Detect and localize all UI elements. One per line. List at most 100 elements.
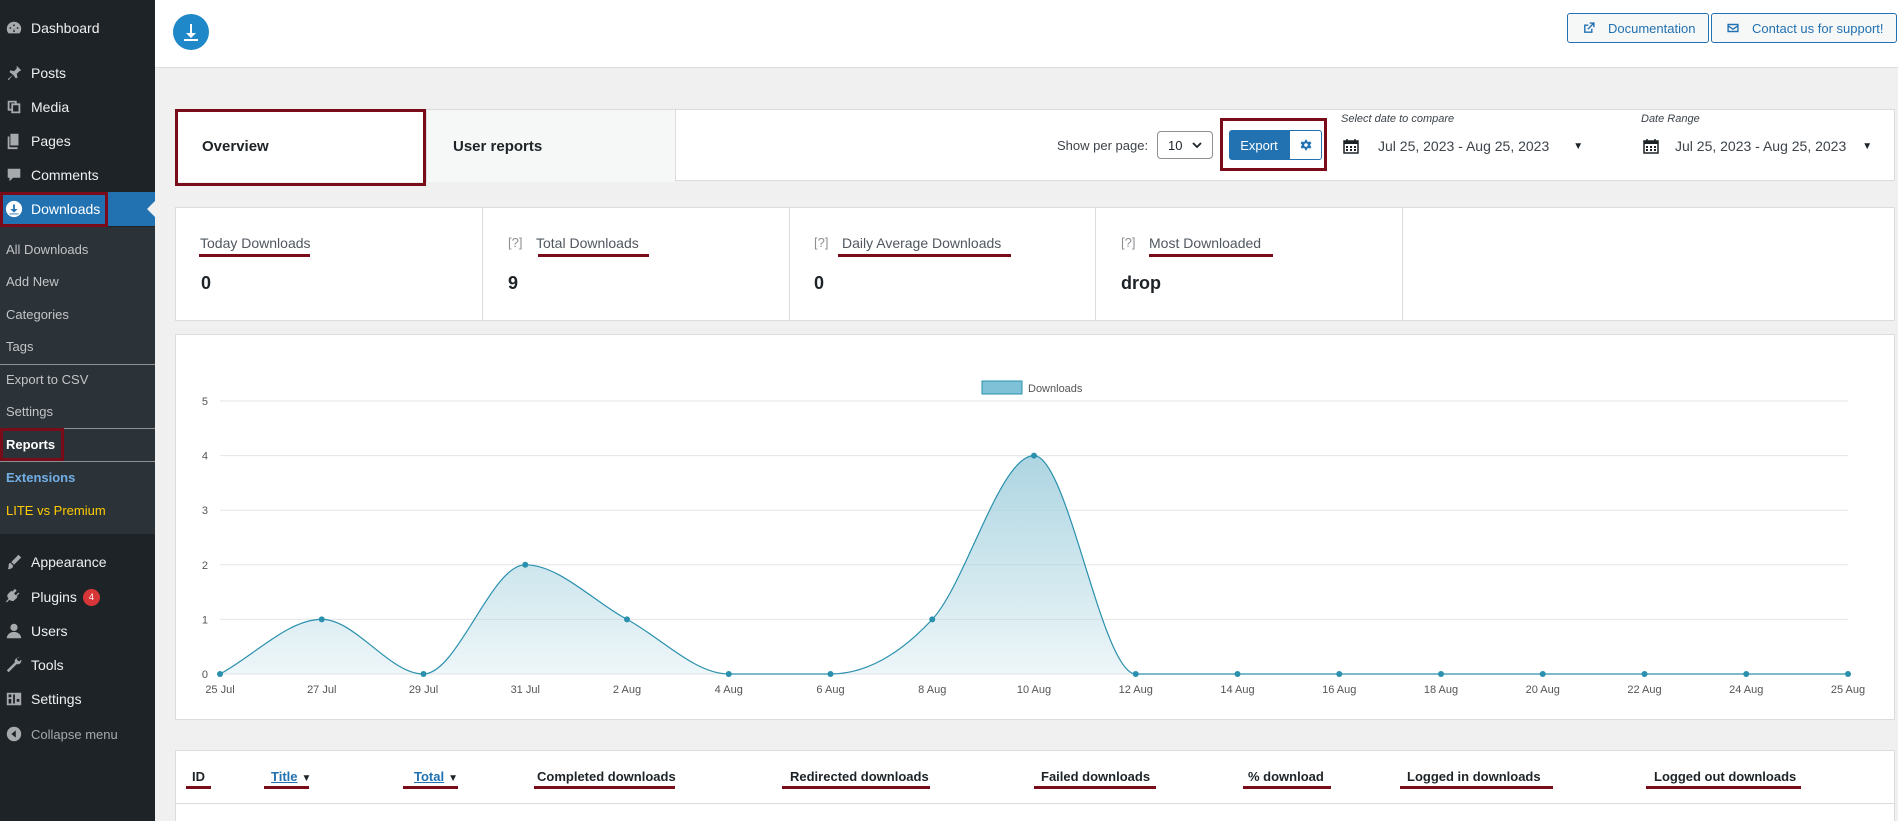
help-tooltip-icon[interactable]: [?] <box>1121 235 1136 250</box>
data-point <box>1031 452 1037 459</box>
downloads-chart: 0 1 2 3 4 5 25 Jul 27 Jul 29 Jul 31 Jul 2 Aug 4 Aug… <box>202 380 1865 696</box>
wrench-icon <box>4 655 24 675</box>
help-tooltip-icon[interactable]: [?] <box>814 235 829 250</box>
x-tick-label: 27 Jul <box>307 684 336 696</box>
show-per-page-label: Show per page: <box>1057 138 1149 153</box>
column-logged-in-downloads[interactable]: Logged in downloads <box>1407 769 1541 784</box>
x-tick-label: 25 Jul <box>205 684 234 696</box>
export-settings-button[interactable] <box>1289 130 1322 160</box>
column-percent-download[interactable]: % download <box>1248 769 1324 784</box>
date-range-picker[interactable]: Jul 25, 2023 - Aug 25, 2023 ▼ <box>1643 133 1872 159</box>
compare-date-value: Jul 25, 2023 - Aug 25, 2023 <box>1378 138 1550 154</box>
help-tooltip-icon[interactable]: [?] <box>508 235 523 250</box>
collapse-arrow-icon <box>4 724 24 744</box>
calendar-icon <box>1643 139 1659 154</box>
data-point <box>420 671 427 677</box>
x-tick-label: 20 Aug <box>1526 684 1560 696</box>
per-page-select[interactable]: 10 <box>1157 131 1213 159</box>
column-redirected-downloads[interactable]: Redirected downloads <box>790 769 929 784</box>
menu-posts[interactable]: Posts <box>0 56 155 90</box>
data-point <box>1234 671 1241 677</box>
reports-table: ID Title ▼ Total ▼ Completed downloads Red… <box>175 750 1895 821</box>
menu-dashboard[interactable]: Dashboard <box>0 11 155 45</box>
y-tick-label: 3 <box>202 505 208 517</box>
x-tick-label: 12 Aug <box>1119 684 1153 696</box>
menu-media[interactable]: Media <box>0 90 155 124</box>
admin-sidebar: Dashboard Posts Media Pages Comments Dow… <box>0 0 155 821</box>
pin-icon <box>4 63 24 83</box>
column-total[interactable]: Total ▼ <box>414 769 458 784</box>
menu-downloads[interactable]: Downloads <box>0 192 155 226</box>
y-tick-label: 0 <box>202 669 208 681</box>
column-logged-out-downloads[interactable]: Logged out downloads <box>1654 769 1797 784</box>
x-tick-label: 25 Aug <box>1831 684 1865 696</box>
menu-plugins-label: Plugins <box>31 589 77 605</box>
menu-pages[interactable]: Pages <box>0 124 155 158</box>
column-completed-downloads[interactable]: Completed downloads <box>537 769 676 784</box>
menu-settings-label: Settings <box>31 691 82 707</box>
media-icon <box>4 97 24 117</box>
data-point <box>217 671 223 677</box>
x-tick-label: 4 Aug <box>715 684 743 696</box>
contact-support-button[interactable]: Contact us for support! <box>1711 13 1897 43</box>
submenu-all-downloads[interactable]: All Downloads <box>6 242 89 257</box>
export-button[interactable]: Export <box>1229 130 1289 160</box>
submenu-divider <box>0 364 155 365</box>
tab-user-reports[interactable]: User reports <box>426 110 676 182</box>
downloads-chart-card: 0 1 2 3 4 5 25 Jul 27 Jul 29 Jul 31 Jul 2 Aug 4 Aug… <box>175 334 1895 720</box>
menu-appearance[interactable]: Appearance <box>0 545 155 579</box>
menu-pages-label: Pages <box>31 133 71 149</box>
submenu-add-new[interactable]: Add New <box>6 274 59 289</box>
y-tick-label: 5 <box>202 396 208 408</box>
menu-users[interactable]: Users <box>0 614 155 648</box>
submenu-extensions[interactable]: Extensions <box>6 470 76 485</box>
data-point <box>1539 671 1546 677</box>
highlight-underline <box>186 786 211 789</box>
submenu-reports[interactable]: Reports <box>6 437 56 452</box>
highlight-underline <box>1400 786 1553 789</box>
highlight-underline <box>1646 786 1801 789</box>
menu-comments-label: Comments <box>31 167 99 183</box>
submenu-export-csv[interactable]: Export to CSV <box>6 372 89 387</box>
x-tick-label: 2 Aug <box>613 684 641 696</box>
submenu-divider <box>0 461 155 462</box>
y-tick-label: 2 <box>202 560 208 572</box>
menu-tools[interactable]: Tools <box>0 648 155 682</box>
collapse-menu-button[interactable]: Collapse menu <box>0 717 155 751</box>
date-range-value: Jul 25, 2023 - Aug 25, 2023 <box>1675 138 1847 154</box>
data-point <box>1336 671 1343 677</box>
table-header-row: ID Title ▼ Total ▼ Completed downloads Red… <box>176 751 1894 804</box>
menu-comments[interactable]: Comments <box>0 158 155 192</box>
documentation-label: Documentation <box>1608 20 1696 36</box>
menu-plugins[interactable]: Plugins 4 <box>0 580 155 614</box>
highlight-underline <box>838 254 1011 257</box>
x-tick-label: 16 Aug <box>1322 684 1356 696</box>
data-point <box>1845 671 1851 677</box>
menu-settings[interactable]: Settings <box>0 682 155 716</box>
x-tick-label: 6 Aug <box>816 684 844 696</box>
data-point <box>725 671 732 677</box>
tab-overview[interactable]: Overview <box>176 110 426 182</box>
tab-user-reports-label: User reports <box>453 137 543 155</box>
x-tick-label: 29 Jul <box>409 684 438 696</box>
submenu-tags[interactable]: Tags <box>6 339 34 354</box>
per-page-value: 10 <box>1168 137 1183 153</box>
settings-sliders-icon <box>4 689 24 709</box>
tab-overview-label: Overview <box>202 137 269 155</box>
compare-date-picker[interactable]: Jul 25, 2023 - Aug 25, 2023 ▼ <box>1343 133 1583 159</box>
menu-tools-label: Tools <box>31 657 64 673</box>
submenu-categories[interactable]: Categories <box>6 307 69 322</box>
column-id[interactable]: ID <box>192 769 205 784</box>
documentation-button[interactable]: Documentation <box>1567 13 1709 43</box>
stat-title: Total Downloads <box>536 235 639 251</box>
stat-value: 0 <box>814 273 825 293</box>
column-title[interactable]: Title ▼ <box>271 769 311 784</box>
submenu-settings[interactable]: Settings <box>6 404 53 419</box>
caret-down-icon: ▼ <box>1573 140 1584 152</box>
data-point <box>1641 671 1648 677</box>
stat-title: Today Downloads <box>200 235 311 251</box>
stat-value: 9 <box>508 273 519 293</box>
caret-down-icon: ▼ <box>1862 140 1873 152</box>
column-failed-downloads[interactable]: Failed downloads <box>1041 769 1151 784</box>
submenu-lite-vs-premium[interactable]: LITE vs Premium <box>6 503 106 518</box>
